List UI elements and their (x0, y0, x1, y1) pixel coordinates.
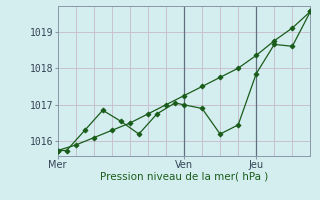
Point (109, 129, 114, 132)
Point (91, 136, 96, 139)
Point (290, 26, 295, 30)
Point (199, 85, 204, 88)
Point (55, 149, 60, 152)
Point (172, 101, 178, 105)
Point (118, 120, 123, 123)
Point (154, 112, 159, 116)
Point (218, 76, 223, 79)
Point (254, 54, 259, 57)
Point (218, 132, 223, 136)
Point (164, 103, 169, 106)
Point (82, 129, 87, 132)
Point (145, 112, 150, 116)
Point (100, 109, 105, 112)
Point (308, 10, 313, 13)
Point (236, 67, 241, 70)
Point (236, 123, 241, 127)
Point (199, 107, 204, 110)
Point (55, 149, 60, 152)
Point (73, 143, 78, 147)
Point (272, 43, 277, 46)
Point (136, 132, 141, 136)
Point (181, 94, 187, 97)
Point (254, 72, 259, 75)
X-axis label: Pression niveau de la mer( hPa ): Pression niveau de la mer( hPa ) (100, 172, 268, 182)
Point (272, 39, 277, 42)
Point (127, 121, 132, 125)
Point (181, 103, 187, 106)
Point (308, 10, 313, 13)
Point (64, 149, 69, 152)
Point (290, 45, 295, 48)
